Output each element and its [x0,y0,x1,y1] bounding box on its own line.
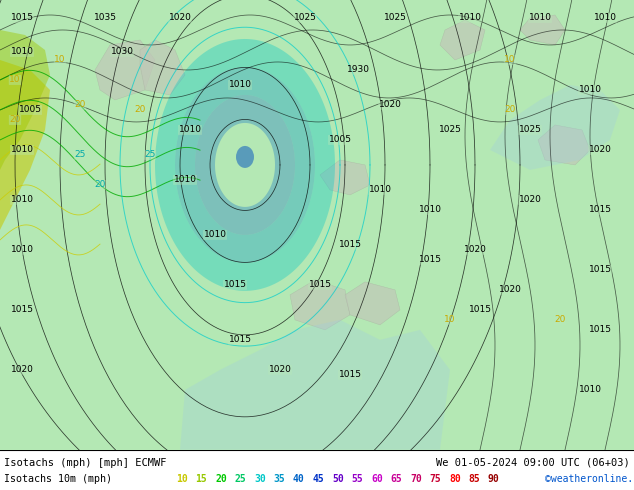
Polygon shape [140,40,185,95]
Text: 10: 10 [504,55,515,65]
Polygon shape [180,320,450,450]
Polygon shape [440,20,485,60]
Text: 20: 20 [74,100,86,109]
Text: 1015: 1015 [224,280,247,290]
Text: 1020: 1020 [463,245,486,254]
Text: 1030: 1030 [110,48,134,56]
Text: 1010: 1010 [458,14,481,23]
Text: 1020: 1020 [169,14,191,23]
Text: 90: 90 [488,474,500,484]
Text: 55: 55 [351,474,363,484]
Text: 1005: 1005 [328,135,351,145]
Text: 1020: 1020 [378,100,401,109]
Text: 1015: 1015 [339,370,361,379]
Polygon shape [175,67,315,263]
Text: 20: 20 [215,474,227,484]
Text: 65: 65 [391,474,402,484]
Text: 10: 10 [10,75,21,84]
Text: 1010: 1010 [11,48,34,56]
Text: 1015: 1015 [11,305,34,315]
Text: 20: 20 [504,105,515,115]
Text: 1015: 1015 [588,325,612,334]
Text: 1015: 1015 [588,266,612,274]
Text: 70: 70 [410,474,422,484]
Text: 1930: 1930 [347,66,370,74]
Text: Isotachs 10m (mph): Isotachs 10m (mph) [4,474,112,484]
Text: 1020: 1020 [498,285,521,294]
Text: 1020: 1020 [588,146,611,154]
Text: 25: 25 [145,150,156,159]
Text: 1005: 1005 [18,105,41,115]
Text: Isotachs (mph) [mph] ECMWF: Isotachs (mph) [mph] ECMWF [4,458,167,468]
Text: 1025: 1025 [384,14,406,23]
Text: 25: 25 [74,150,86,159]
Text: 20: 20 [10,116,21,124]
Text: 75: 75 [429,474,441,484]
Text: 20: 20 [554,316,566,324]
Text: 1010: 1010 [529,14,552,23]
Text: 80: 80 [449,474,461,484]
Text: 1010: 1010 [11,196,34,204]
Polygon shape [195,95,295,235]
Polygon shape [0,30,50,170]
Text: 35: 35 [273,474,285,484]
Text: 1015: 1015 [418,255,441,265]
Text: 10: 10 [55,55,66,65]
Text: 85: 85 [469,474,480,484]
Polygon shape [290,280,350,330]
Text: 1020: 1020 [11,366,34,374]
Text: 1010: 1010 [228,80,252,90]
Text: 1015: 1015 [469,305,491,315]
Polygon shape [520,15,565,45]
Text: 1010: 1010 [179,125,202,134]
Text: 1035: 1035 [93,14,117,23]
Polygon shape [538,125,590,165]
Text: 15: 15 [195,474,207,484]
Text: 45: 45 [313,474,324,484]
Text: 1010: 1010 [578,85,602,95]
Text: 10: 10 [176,474,188,484]
Text: 1010: 1010 [593,14,616,23]
Text: 40: 40 [293,474,305,484]
Text: 1020: 1020 [269,366,292,374]
Text: 1010: 1010 [418,205,441,215]
Text: 10: 10 [444,316,456,324]
Text: 1010: 1010 [578,385,602,394]
Ellipse shape [236,146,254,168]
Text: 1015: 1015 [309,280,332,290]
Text: We 01-05-2024 09:00 UTC (06+03): We 01-05-2024 09:00 UTC (06+03) [436,458,630,468]
Polygon shape [320,160,370,195]
Text: 1010: 1010 [11,245,34,254]
Text: 1020: 1020 [519,196,541,204]
Text: 1010: 1010 [174,175,197,184]
Polygon shape [95,40,155,100]
Text: 25: 25 [235,474,246,484]
Text: 1025: 1025 [519,125,541,134]
Polygon shape [345,282,400,325]
Text: 1015: 1015 [588,205,612,215]
Text: 1025: 1025 [294,14,316,23]
Text: 1015: 1015 [228,335,252,344]
Text: 50: 50 [332,474,344,484]
Text: 1025: 1025 [439,125,462,134]
Text: 20: 20 [94,180,106,190]
Text: 30: 30 [254,474,266,484]
Text: 60: 60 [371,474,383,484]
Text: ©weatheronline.co.uk: ©weatheronline.co.uk [545,474,634,484]
Text: 1010: 1010 [368,185,392,195]
Polygon shape [490,85,620,170]
Text: 1015: 1015 [339,241,361,249]
Text: 1010: 1010 [204,230,226,240]
Text: 20: 20 [134,105,146,115]
Polygon shape [155,39,335,291]
Polygon shape [0,60,50,230]
Text: 1010: 1010 [11,146,34,154]
Text: 1015: 1015 [11,14,34,23]
